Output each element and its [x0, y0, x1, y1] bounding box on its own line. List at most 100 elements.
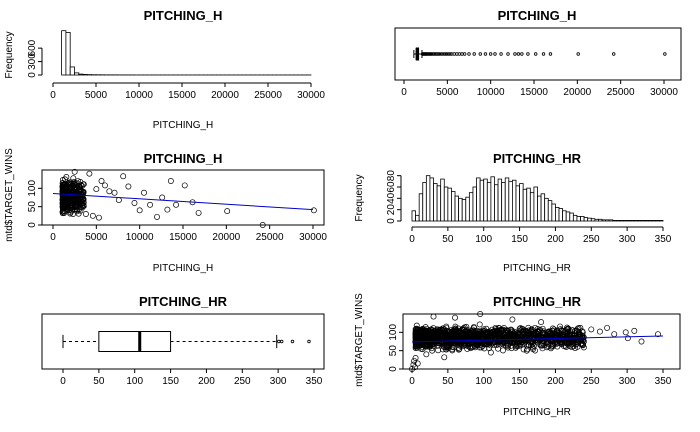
histogram-bar	[458, 197, 463, 222]
x-tick-label: 30000	[299, 232, 327, 243]
x-tick-label: 15000	[169, 232, 197, 243]
scatter-point	[417, 340, 423, 347]
histogram-bar	[447, 187, 452, 222]
scatter-point	[423, 340, 430, 347]
x-tick-label: 10000	[477, 87, 505, 98]
histogram-bar	[82, 74, 88, 76]
chart-title: PITCHING_HR	[493, 294, 582, 309]
x-tick-label: 150	[162, 376, 179, 387]
x-tick-label: 30000	[650, 87, 678, 98]
scatter-point	[476, 321, 483, 328]
x-tick-label: 0	[401, 87, 407, 98]
scatter-point	[542, 336, 549, 343]
scatter-point	[499, 335, 506, 342]
scatter-point	[560, 336, 567, 343]
histogram-bar	[533, 186, 538, 222]
histogram-bar	[494, 184, 499, 222]
histogram-bar	[429, 177, 434, 222]
outlier-point	[534, 52, 538, 56]
histogram-bar	[605, 219, 610, 222]
scatter-point	[111, 189, 118, 196]
x-tick-label: 250	[234, 376, 251, 387]
scatter-point	[604, 324, 611, 331]
scatter-point	[455, 344, 462, 351]
scatter-point	[538, 334, 545, 341]
scatter-point	[534, 337, 541, 344]
histogram-bar	[486, 182, 492, 222]
histogram-bar	[659, 220, 664, 222]
histogram-bar	[569, 212, 574, 222]
outlier-point	[488, 52, 493, 56]
scatter-point	[478, 333, 485, 340]
scatter-point	[477, 342, 484, 349]
scatter-point	[63, 174, 70, 180]
scatter-point	[575, 325, 582, 332]
y-tick-label: 80	[386, 170, 397, 182]
scatter-point	[580, 344, 587, 351]
chart-title: PITCHING_H	[144, 151, 223, 166]
scatter-point	[141, 189, 147, 196]
histogram-bar	[565, 211, 571, 222]
scatter-point	[564, 324, 570, 331]
outlier-point	[467, 52, 471, 56]
histogram-bar	[425, 175, 431, 222]
y-tick-label: 100	[388, 324, 399, 341]
scatter-point	[539, 345, 546, 352]
histogram-bar	[612, 220, 617, 222]
scatter-point	[59, 186, 66, 193]
histogram-bar	[418, 193, 424, 222]
outlier-point	[444, 52, 449, 56]
histogram-bar	[608, 219, 614, 222]
scatter-point	[413, 333, 420, 340]
histogram-bar	[651, 220, 657, 222]
scatter-point	[487, 349, 494, 356]
histogram-bar	[555, 206, 560, 222]
histogram-bar	[508, 180, 513, 222]
scatter-point	[559, 333, 566, 340]
scatter-point	[125, 183, 132, 190]
scatter-point	[79, 200, 86, 207]
outlier-point	[541, 52, 546, 56]
x-tick-label: 100	[126, 376, 143, 387]
x-tick-label: 25000	[254, 90, 282, 101]
histogram-bar	[580, 216, 585, 222]
regression-line	[411, 335, 664, 343]
scatter-point	[572, 330, 579, 337]
x-axis-ticks: 0 50 100 150 200 250 300 350	[60, 368, 323, 387]
outlier-point	[441, 52, 445, 56]
x-axis-ticks: 0 50 100 150 200 250 300 350	[409, 368, 672, 387]
histogram-bar	[572, 214, 578, 222]
scatter-point	[106, 188, 113, 195]
scatter-point	[181, 182, 188, 189]
scatter-point	[457, 343, 464, 349]
scatter-point	[136, 207, 143, 214]
scatter-point	[580, 341, 586, 348]
histogram-bar	[519, 183, 524, 222]
scatter-point	[472, 333, 479, 340]
scatter-point	[69, 207, 75, 214]
scatter-point	[513, 343, 520, 350]
histogram-bar	[479, 179, 485, 222]
scatter-point	[543, 337, 550, 344]
histogram-bar	[558, 208, 563, 222]
scatter-point	[435, 347, 442, 354]
outlier-point	[612, 52, 616, 56]
x-tick-label: 0	[409, 376, 415, 387]
x-tick-label: 15000	[520, 87, 548, 98]
scatter-point	[164, 206, 171, 213]
y-axis-label: mtd$TARGET_WINS	[4, 148, 15, 242]
scatter-point	[95, 214, 102, 221]
scatter-point	[505, 344, 511, 351]
scatter-point	[624, 335, 631, 342]
scatter-point	[424, 336, 431, 343]
scatter-point	[577, 324, 584, 331]
histogram-bar	[623, 220, 628, 222]
y-tick-label: 40	[386, 192, 397, 204]
scatter-point	[512, 334, 519, 341]
scatter-point	[415, 340, 421, 347]
x-tick-label: 25000	[607, 87, 635, 98]
scatter-point	[573, 340, 580, 347]
scatter-point	[73, 186, 80, 193]
